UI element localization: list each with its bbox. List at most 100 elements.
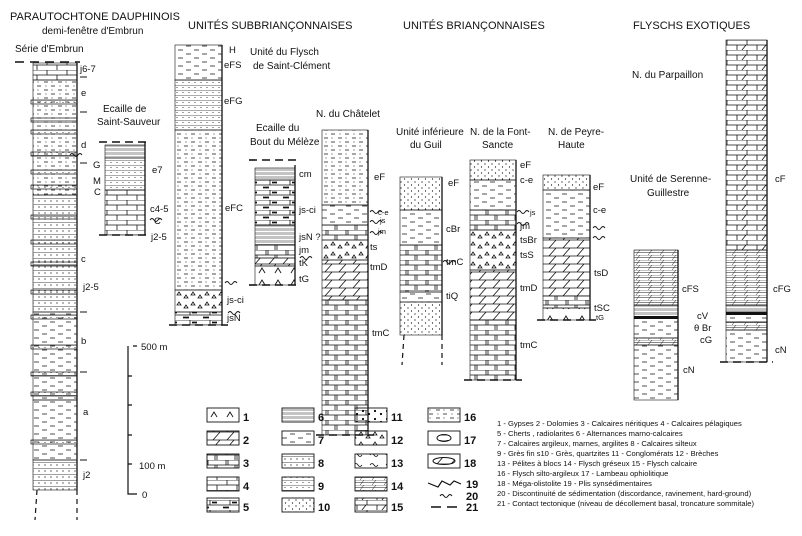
- legend-item-breccia: 12: [354, 430, 403, 447]
- olistolith-icon: [432, 457, 456, 465]
- unit-label: tmD: [520, 283, 538, 294]
- scale-label: 500 m: [141, 342, 167, 353]
- layer: [32, 79, 78, 196]
- column-name: Ecaille du: [256, 123, 299, 134]
- header-flyschs: FLYSCHS EXOTIQUES: [633, 20, 750, 32]
- layer: [32, 62, 78, 81]
- legend-swatch: [206, 453, 240, 469]
- legend-swatch: [281, 497, 315, 513]
- layer: [633, 249, 679, 306]
- unit-label: cN: [683, 365, 695, 376]
- layer: [725, 249, 768, 306]
- legend-item-sandy-flysch: 14: [354, 476, 404, 493]
- unit-label: cm: [299, 169, 312, 180]
- layer-band: [30, 169, 78, 175]
- layer: [469, 319, 517, 381]
- legend-item-conglomerate: 11: [354, 407, 403, 424]
- legend-line: 16 - Flysch silto-argileux 17 - Lambeau …: [497, 469, 668, 478]
- discontinuity-mark: [592, 236, 606, 240]
- legend-number: 13: [391, 458, 403, 470]
- column-parpaillon: [720, 39, 773, 363]
- layer: [542, 295, 591, 309]
- layer-band: [30, 314, 78, 320]
- discontinuity-mark: [369, 231, 383, 235]
- unit-label: M: [93, 176, 101, 187]
- column-name: Unité du Flysch: [250, 47, 319, 58]
- layer: [725, 329, 768, 363]
- layer: [399, 301, 443, 336]
- unit-label: js-ci: [226, 295, 244, 306]
- unit-label: c-e: [378, 208, 389, 217]
- column-name: N. du Châtelet: [316, 109, 380, 120]
- column-name: Ecaille de: [103, 104, 147, 115]
- column-name: Bout du Mélèze: [250, 137, 320, 148]
- layer: [104, 157, 146, 191]
- legend-number: 2: [243, 435, 249, 447]
- unit-label: H: [229, 45, 236, 56]
- legend-item-marl-limestone-alternation: 6: [281, 407, 324, 424]
- unit-label: jm: [298, 245, 309, 256]
- layer: [633, 317, 679, 339]
- column-embrun: [30, 62, 87, 521]
- column-continuation: [34, 489, 38, 521]
- unit-label: cFS: [682, 284, 699, 295]
- discontinuity-mark: [369, 220, 383, 224]
- legend-number: 15: [391, 502, 403, 514]
- unit-label: j2: [82, 470, 90, 481]
- column-name: Guillestre: [647, 188, 690, 199]
- layer-band: [30, 117, 78, 123]
- layer-band: [30, 391, 78, 397]
- layer: [174, 289, 223, 313]
- layer-band: [30, 371, 78, 377]
- legend-line: 21 - Contact tectonique (niveau de décol…: [497, 499, 755, 508]
- legend-number: 3: [243, 458, 249, 470]
- unit-label: a: [83, 407, 89, 418]
- layer: [254, 224, 296, 246]
- unit-label: eF: [448, 178, 459, 189]
- legend-item-gypsum: 1: [206, 407, 249, 424]
- layer: [542, 307, 591, 321]
- unit-label: cN: [775, 345, 787, 356]
- legend-line: 18 - Méga-olistolite 19 - Plis synsédime…: [497, 479, 652, 488]
- column-name: N. de Peyre-: [548, 127, 604, 138]
- layer: [32, 194, 78, 313]
- legend-item-shale: 7: [281, 430, 324, 447]
- header-parautochtone: PARAUTOCHTONE DAUPHINOIS: [10, 11, 180, 23]
- layer: [174, 311, 223, 326]
- legend-swatch: [354, 453, 388, 469]
- discontinuity-mark: [299, 256, 313, 260]
- discontinuity-icon: [439, 494, 453, 498]
- ophiolite-icon: [436, 434, 452, 442]
- layer-band: [30, 344, 78, 350]
- layer: [469, 209, 517, 231]
- legend-swatch: [281, 453, 315, 469]
- layer: [254, 167, 296, 181]
- unit-label: c4-5: [150, 204, 168, 215]
- legend-item-pelagic-limestone: 4: [206, 476, 250, 493]
- legend-item-fine-sandstone: 9: [281, 476, 324, 493]
- legend-swatch: [281, 476, 315, 492]
- unit-label: eF: [593, 182, 604, 193]
- legend-swatch: [354, 497, 388, 513]
- legend-swatch: [354, 476, 388, 492]
- layer: [254, 257, 296, 267]
- cV-layer: [634, 316, 678, 319]
- layer: [542, 189, 591, 239]
- layer: [469, 179, 517, 211]
- legend-item-mega-olistolith: 18: [427, 453, 476, 470]
- unit-label: ts: [370, 242, 378, 253]
- legend-number: 8: [318, 458, 324, 470]
- legend-swatch: [281, 407, 315, 423]
- cV-layer: [726, 312, 767, 315]
- unit-label: jm: [519, 221, 530, 232]
- unit-label: C: [154, 216, 161, 227]
- unit-label: js: [379, 216, 386, 225]
- unit-label: tmC: [520, 340, 538, 351]
- column-name: N. du Parpaillon: [632, 70, 703, 81]
- legend-number: 5: [243, 502, 249, 514]
- legend-swatch: [206, 476, 240, 492]
- unit-label: tsD: [594, 268, 608, 279]
- unit-label: d: [81, 140, 86, 151]
- fold-icon: [427, 480, 462, 488]
- column-name: Saint-Sauveur: [97, 117, 161, 128]
